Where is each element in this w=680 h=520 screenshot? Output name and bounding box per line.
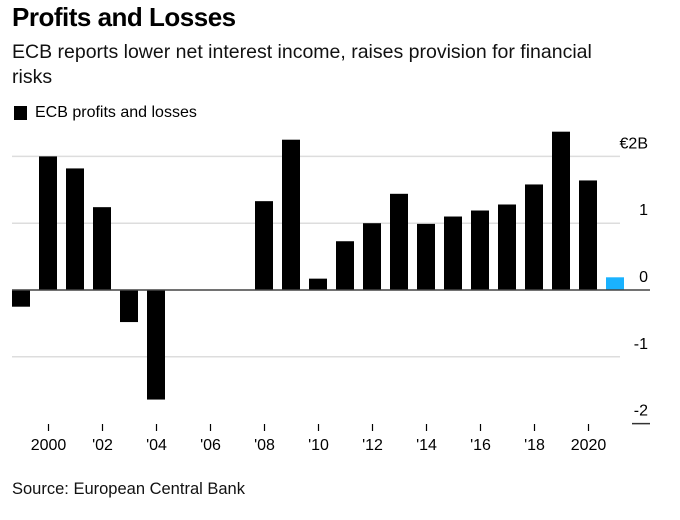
bars [12, 131, 624, 400]
bar-1999 [12, 290, 30, 307]
chart-subtitle: ECB reports lower net interest income, r… [12, 41, 592, 88]
source-note: Source: European Central Bank [12, 480, 245, 498]
bar-2020 [579, 180, 597, 290]
x-tick-label: '14 [416, 437, 437, 454]
y-axis: €2B 1 0 -1 -2 [620, 135, 650, 425]
bar-2009 [282, 139, 300, 290]
bar-2017 [498, 204, 516, 290]
x-tick-label: '12 [362, 437, 383, 454]
bar-2014 [417, 223, 435, 290]
bar-2018 [525, 184, 543, 290]
bar-2016 [471, 210, 489, 290]
bar-2008 [255, 201, 273, 290]
x-tick-label: 2000 [31, 437, 67, 454]
chart-title: Profits and Losses [12, 2, 236, 32]
bar-2019 [552, 131, 570, 290]
bar-2000 [39, 156, 57, 290]
y-tick-label: 1 [639, 202, 648, 219]
y-tick-label: -2 [634, 403, 648, 420]
bar-2011 [336, 241, 354, 290]
y-tick-label: 0 [639, 269, 648, 286]
x-tick-label: '10 [308, 437, 329, 454]
x-tick-label: '18 [524, 437, 545, 454]
bar-2002 [93, 207, 111, 290]
x-tick-label: '16 [470, 437, 491, 454]
legend-swatch [14, 106, 27, 120]
legend-label: ECB profits and losses [35, 104, 197, 121]
bar-2003 [120, 290, 138, 323]
y-tick-label: €2B [620, 135, 648, 152]
bar-2021 [606, 277, 624, 290]
x-tick-label: '06 [200, 437, 221, 454]
x-tick-label: '02 [92, 437, 113, 454]
x-tick-label: 2020 [571, 437, 607, 454]
bar-2012 [363, 223, 381, 290]
y-tick-label: -1 [634, 336, 648, 353]
legend: ECB profits and losses [14, 104, 197, 122]
bar-2001 [66, 168, 84, 290]
x-tick-label: '04 [146, 437, 167, 454]
bar-2010 [309, 278, 327, 290]
gridlines [12, 155, 620, 358]
bar-2004 [147, 290, 165, 400]
bar-2013 [390, 193, 408, 290]
x-tick-label: '08 [254, 437, 275, 454]
x-axis: 2000 '02 '04 '06 '08 '10 '12 '14 '16 '18 2020 [31, 424, 607, 454]
bar-2015 [444, 216, 462, 290]
